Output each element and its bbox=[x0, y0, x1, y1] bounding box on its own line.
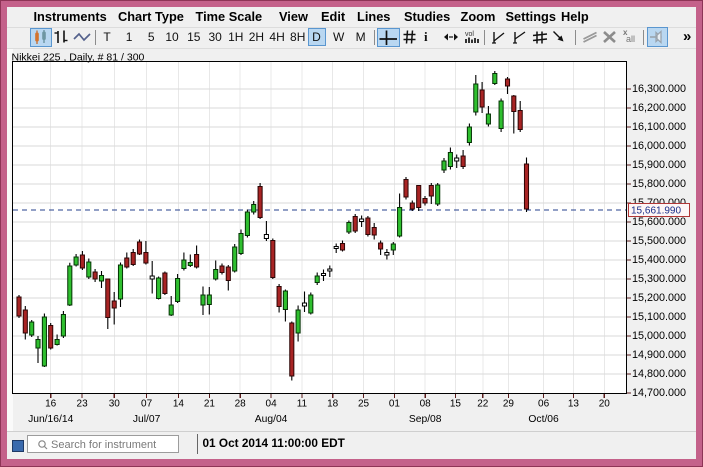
svg-text:15,800.000: 15,800.000 bbox=[632, 178, 686, 190]
svg-text:16: 16 bbox=[45, 399, 57, 410]
svg-text:15: 15 bbox=[450, 399, 462, 410]
svg-text:16,200.000: 16,200.000 bbox=[632, 102, 686, 114]
svg-text:14: 14 bbox=[173, 399, 185, 410]
svg-text:15,200.000: 15,200.000 bbox=[632, 292, 686, 304]
svg-text:Aug/04: Aug/04 bbox=[255, 414, 288, 425]
svg-text:20: 20 bbox=[599, 399, 611, 410]
svg-text:08: 08 bbox=[420, 399, 432, 410]
svg-text:18: 18 bbox=[327, 399, 339, 410]
svg-text:16,300.000: 16,300.000 bbox=[632, 83, 686, 95]
svg-text:14,700.000: 14,700.000 bbox=[632, 387, 686, 399]
svg-text:Nikkei 225 , Daily, # 81 / 300: Nikkei 225 , Daily, # 81 / 300 bbox=[12, 52, 145, 64]
svg-text:16,100.000: 16,100.000 bbox=[632, 121, 686, 133]
svg-text:15,100.000: 15,100.000 bbox=[632, 311, 686, 323]
svg-text:16,000.000: 16,000.000 bbox=[632, 140, 686, 152]
svg-text:Jun/16/14: Jun/16/14 bbox=[28, 414, 74, 425]
svg-text:21: 21 bbox=[204, 399, 216, 410]
svg-text:Jul/07: Jul/07 bbox=[133, 414, 161, 425]
svg-text:23: 23 bbox=[77, 399, 89, 410]
svg-text:15,600.000: 15,600.000 bbox=[632, 216, 686, 228]
svg-text:Oct/06: Oct/06 bbox=[528, 414, 559, 425]
svg-text:28: 28 bbox=[235, 399, 247, 410]
svg-text:01: 01 bbox=[389, 399, 401, 410]
svg-text:30: 30 bbox=[109, 399, 121, 410]
svg-text:15,500.000: 15,500.000 bbox=[632, 235, 686, 247]
svg-text:22: 22 bbox=[477, 399, 489, 410]
svg-text:15,300.000: 15,300.000 bbox=[632, 273, 686, 285]
svg-text:25: 25 bbox=[358, 399, 370, 410]
svg-text:11: 11 bbox=[297, 399, 308, 410]
svg-text:14,900.000: 14,900.000 bbox=[632, 349, 686, 361]
svg-text:Sep/08: Sep/08 bbox=[409, 414, 442, 425]
svg-text:15,000.000: 15,000.000 bbox=[632, 330, 686, 342]
svg-text:13: 13 bbox=[568, 399, 580, 410]
svg-text:29: 29 bbox=[503, 399, 515, 410]
svg-text:06: 06 bbox=[538, 399, 550, 410]
svg-text:04: 04 bbox=[266, 399, 278, 410]
svg-text:15,661.990: 15,661.990 bbox=[631, 206, 681, 217]
svg-text:15,400.000: 15,400.000 bbox=[632, 254, 686, 266]
svg-text:15,900.000: 15,900.000 bbox=[632, 159, 686, 171]
svg-text:07: 07 bbox=[141, 399, 153, 410]
svg-text:14,800.000: 14,800.000 bbox=[632, 368, 686, 380]
svg-text:vol: vol bbox=[465, 31, 474, 38]
